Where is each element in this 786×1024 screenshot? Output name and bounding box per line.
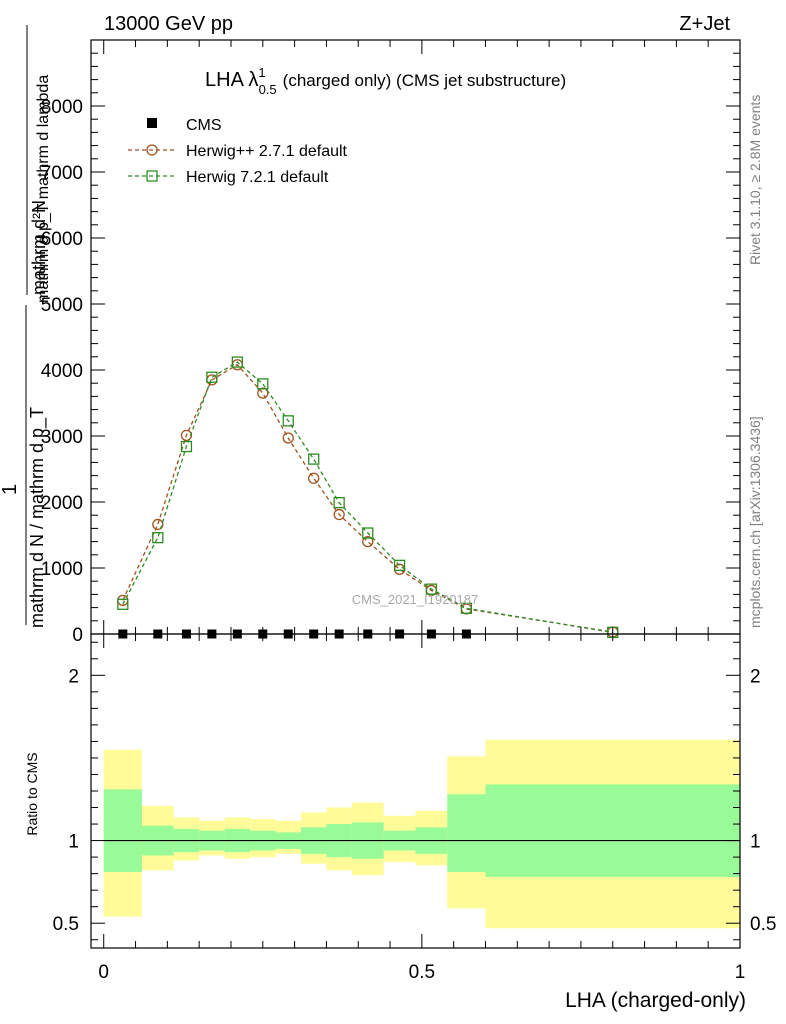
herwig7-point [117,598,129,610]
herwigpp-point [333,508,345,521]
legend-marker-herwigpp [146,144,158,156]
legend-label-cms: CMS [186,117,222,134]
y-label-one: 1 [0,484,21,495]
header-energy-label: 13000 GeV pp [104,13,233,35]
ratio-y-tick-label: 2 [68,666,79,687]
herwigpp-point [393,563,406,575]
y-label-denominator: mathrm d p_T mathrm d lambda [35,75,52,303]
x-tick-label: 0 [98,962,109,983]
herwigpp-point [308,472,320,484]
ratio-y-tick-label: 1 [68,832,79,853]
main-series-group [117,356,619,639]
title-main: LHA λ [205,69,258,91]
herwig7-point [425,583,438,595]
legend-marker-herwig7 [146,170,158,182]
x-axis-label: LHA (charged-only) [565,989,746,1012]
ratio-y-tick-label-right: 2 [750,666,761,687]
main-y-tick-label: 7000 [41,163,83,184]
ratio-inner-band [103,789,142,872]
herwig7-point [333,497,345,509]
ratio-x-ticks: 0 0.5 1 [98,634,745,983]
ratio-y-tick-label: 0.5 [53,914,79,935]
herwig7-point [282,415,294,427]
herwig7-point [362,527,374,539]
y-label-numerator: mathrm d²N [29,200,49,295]
ratio-y-ticks: 0.5 0.5 1 1 2 2 [53,641,776,941]
main-y-tick-label: 8000 [41,97,83,118]
main-y-ticks: 0 1000 2000 3000 4000 5000 6000 7000 8000 [41,52,740,646]
legend: CMS Herwig++ 2.7.1 default Herwig 7.2.1 … [128,117,348,186]
main-y-tick-label: 5000 [41,295,83,316]
main-title: LHA λ1 0.5 (charged only) (CMS jet substru… [205,65,566,97]
legend-label-herwigpp: Herwig++ 2.7.1 default [186,143,348,160]
herwig7-point [460,602,473,614]
herwigpp-point [282,432,294,444]
herwig7-point [257,378,269,390]
ratio-bands-group [103,739,740,929]
main-y-tick-label: 6000 [41,229,83,250]
main-y-tick-label: 1000 [41,559,83,580]
ratio-inner-band [485,784,740,877]
title-rest: (charged only) (CMS jet substructure) [283,71,566,90]
header-process-label: Z+Jet [679,13,730,35]
title-superscript: 1 [258,65,265,80]
main-y-tick-label: 3000 [41,427,83,448]
main-y-tick-label: 4000 [41,361,83,382]
herwig7-point [308,453,320,465]
y-label-bottom: mathrm d N / mathrm d p_T [27,407,48,628]
herwigpp-point [152,518,164,531]
legend-marker-cms [147,118,157,128]
side-rivet-label: Rivet 3.1.10, ≥ 2.8M events [747,95,763,265]
main-y-tick-label: 2000 [41,493,83,514]
legend-label-herwig7: Herwig 7.2.1 default [186,169,329,186]
herwig7-point [206,371,218,383]
side-mcplots-label: mcplots.cern.ch [arXiv:1306.3436] [747,416,763,628]
herwig7-point [393,559,406,572]
x-tick-label: 0.5 [409,962,435,983]
herwig7-point [231,356,243,368]
herwig7-point [180,440,193,453]
ratio-y-label: Ratio to CMS [24,752,40,835]
herwig7-point [152,531,164,544]
herwigpp-point [362,535,374,548]
ratio-y-tick-label-right: 1 [750,832,761,853]
herwigpp-point [257,387,269,399]
ratio-y-tick-label-right: 0.5 [750,914,776,935]
herwigpp-point [180,429,193,441]
main-y-label: mathrm d²N mathrm d p_T mathrm d lambda … [0,25,52,628]
main-y-tick-label: 0 [72,625,83,646]
analysis-watermark: CMS_2021_I1920187 [352,592,479,607]
title-subscript: 0.5 [259,82,277,97]
ratio-inner-band [447,794,486,872]
ratio-panel: 0.5 0.51 12 2 0 0.5 1 Ratio to CMS LHA (charg… [24,633,776,1012]
main-x-ticks [103,40,741,634]
x-tick-label: 1 [735,962,746,983]
